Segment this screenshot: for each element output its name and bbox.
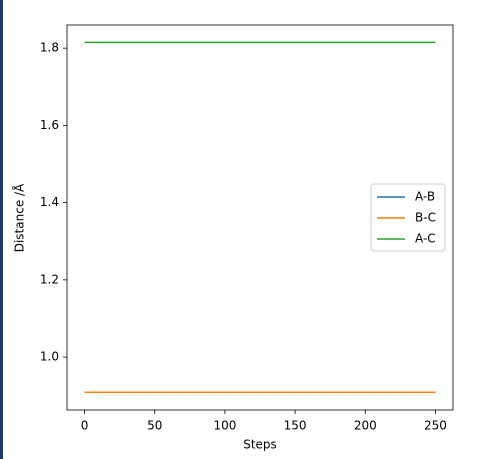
window-edge: [0, 0, 3, 459]
x-tick-label: 250: [424, 419, 447, 433]
y-tick-label: 1.4: [40, 195, 59, 209]
x-tick-label: 50: [147, 419, 162, 433]
x-tick-label: 200: [354, 419, 377, 433]
plot-frame: [66, 24, 454, 411]
x-axis-label: Steps: [243, 438, 277, 452]
x-tick-label: 150: [284, 419, 307, 433]
x-tick-label: 0: [81, 419, 89, 433]
x-tick-label: 100: [213, 419, 236, 433]
legend-label: B-C: [415, 211, 436, 225]
legend-label: A-B: [415, 190, 435, 204]
y-tick-label: 1.8: [40, 41, 59, 55]
legend-box: [370, 183, 446, 252]
y-tick-label: 1.2: [40, 272, 59, 286]
y-axis-label: Distance /Å: [12, 183, 27, 252]
y-tick-label: 1.0: [40, 350, 59, 364]
y-tick-label: 1.6: [40, 118, 59, 132]
legend-label: A-C: [415, 232, 436, 246]
